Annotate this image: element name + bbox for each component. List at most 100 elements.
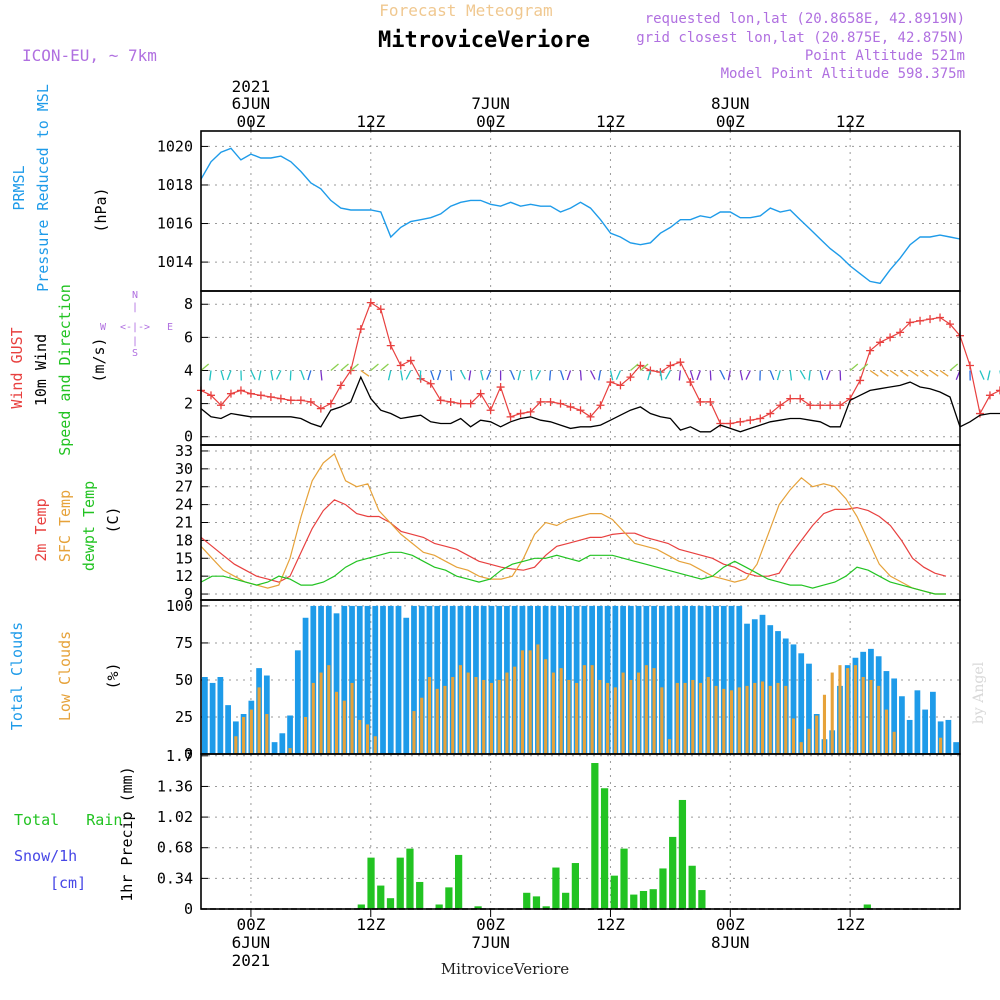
rain-bar <box>474 906 482 909</box>
rain-bar <box>600 788 609 909</box>
wind-direction-arrow <box>250 370 256 380</box>
gust-marker <box>796 394 805 403</box>
top-tick-label: 00Z <box>236 112 265 131</box>
total-cloud-bar <box>279 733 286 754</box>
rain-bar <box>610 875 618 909</box>
gust-marker <box>516 409 525 418</box>
wind-direction-arrow <box>745 370 751 380</box>
gust-marker <box>546 397 555 406</box>
wind-direction-arrow <box>739 370 744 381</box>
low-cloud-bar <box>598 679 602 754</box>
y-tick-label: 0 <box>184 428 193 446</box>
compass-icon: N | W <-|-> E | S <box>100 290 173 359</box>
low-cloud-bar <box>249 709 253 754</box>
rain-bar <box>416 881 424 909</box>
low-cloud-bar <box>846 668 850 754</box>
gust-marker <box>946 320 955 329</box>
snow-label: Snow/1h <box>14 847 77 865</box>
total-cloud-bar <box>411 605 417 754</box>
wind-direction-arrow <box>899 369 909 377</box>
wind-direction-arrow <box>419 370 422 381</box>
rain-bar <box>435 904 443 909</box>
wind-direction-arrow <box>579 370 582 381</box>
total-clouds-label: Total Clouds <box>8 622 26 730</box>
footer-location: MitroviceVeriore <box>441 960 569 978</box>
low-cloud-bar <box>698 682 703 754</box>
wind-direction-arrow <box>289 370 292 381</box>
low-cloud-bar <box>668 739 672 754</box>
wind-direction-arrow <box>380 363 389 371</box>
wind-direction-arrow <box>647 370 652 381</box>
top-tick-label: 00Z <box>476 112 505 131</box>
wind-direction-arrow <box>689 370 694 381</box>
low-cloud-bar <box>513 666 517 754</box>
total-cloud-bar <box>720 605 727 754</box>
gust-marker <box>726 419 735 428</box>
wind-direction-arrow <box>929 369 939 377</box>
low-cloud-bar <box>660 687 664 754</box>
cloud-unit-label: (%) <box>104 662 122 689</box>
gust-marker <box>456 399 465 408</box>
gust-marker <box>526 407 535 416</box>
total-cloud-bar <box>682 605 688 754</box>
total-cloud-bar <box>434 605 441 754</box>
requested-coords: requested lon,lat (20.8658E, 42.8919N) <box>645 11 965 27</box>
y-tick-label: 1.36 <box>157 777 193 795</box>
wind-direction-arrow <box>549 370 552 381</box>
low-cloud-bar <box>544 659 548 754</box>
gust-marker <box>686 378 695 387</box>
low-cloud-bar <box>691 679 695 754</box>
bottom-tick-label: 00Z <box>716 915 745 934</box>
total-cloud-bar <box>790 644 797 754</box>
gust-marker <box>316 404 325 413</box>
compass-w: W <box>100 322 107 333</box>
low-cloud-bar <box>644 665 648 754</box>
y-tick-label: 0.68 <box>157 839 193 857</box>
prmsl-label: PRMSL <box>10 165 28 210</box>
gust-marker <box>326 399 335 408</box>
wind-direction-arrow <box>799 370 806 380</box>
low-cloud-bar <box>311 682 315 754</box>
low-cloud-bar <box>257 687 261 754</box>
gust-marker <box>596 401 605 410</box>
bottom-tick-label: 00Z <box>236 915 265 934</box>
gust-marker <box>226 389 235 398</box>
gust-marker <box>985 391 994 400</box>
low-cloud-bar <box>613 687 617 754</box>
bottom-year-label: 2021 <box>232 951 271 970</box>
svg-text:|: | <box>132 302 138 313</box>
wind-direction-arrow <box>307 370 312 381</box>
rain-bar <box>639 890 648 909</box>
low-cloud-bar <box>427 677 432 754</box>
low-cloud-bar <box>799 742 803 754</box>
low-cloud-bar <box>358 719 362 754</box>
gust-marker <box>286 396 295 405</box>
low-cloud-bar <box>327 665 331 754</box>
wind-direction-arrow <box>226 370 232 381</box>
gust-marker <box>366 298 375 307</box>
gust-marker <box>616 381 625 390</box>
wind-direction-arrow <box>480 370 484 381</box>
location-title: MitroviceVeriore <box>378 28 590 53</box>
total-rain-label: Total Rain <box>14 811 122 829</box>
top-year-label: 2021 <box>232 77 271 96</box>
y-tick-label: 0.34 <box>157 869 193 887</box>
low-cloud-bar <box>575 682 579 754</box>
wind-unit-label: (m/s) <box>90 337 108 382</box>
low-cloud-bar <box>784 685 788 754</box>
dewpt-line <box>200 551 946 595</box>
total-cloud-bar <box>573 605 580 754</box>
low-cloud-bar <box>234 736 238 754</box>
gust-marker <box>276 394 285 403</box>
rain-bar <box>863 904 871 909</box>
wind-direction-arrow <box>849 363 859 371</box>
wind-direction-arrow <box>808 370 811 381</box>
gust-marker <box>696 397 705 406</box>
y-tick-label: 1.02 <box>157 808 193 826</box>
wind-direction-arrow <box>889 369 899 377</box>
bottom-tick-label: 12Z <box>356 915 385 934</box>
gust-marker <box>766 409 775 418</box>
total-cloud-bar <box>349 605 355 754</box>
panel-border <box>200 290 961 446</box>
